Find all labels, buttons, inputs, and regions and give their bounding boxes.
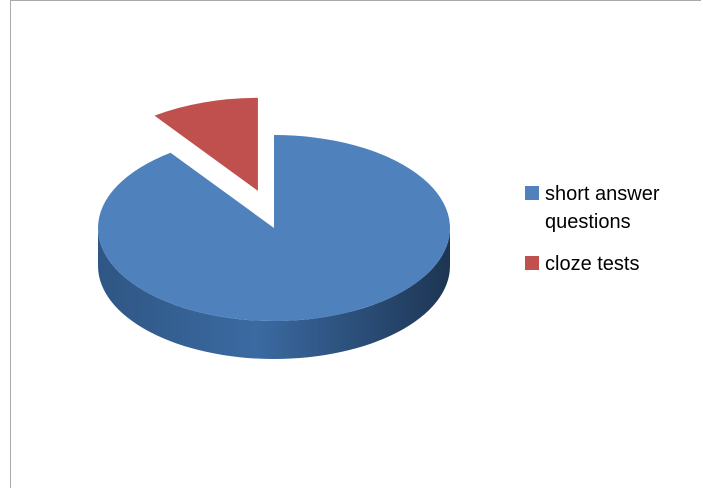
pie-slice-cloze-tests <box>154 97 258 191</box>
legend-label-short-answer: short answer questions <box>545 183 660 233</box>
pie-top-short-answer <box>97 135 451 321</box>
chart-frame <box>10 0 701 488</box>
pie-side-short-answer <box>98 228 450 359</box>
legend: short answer questions cloze tests <box>525 180 695 292</box>
legend-label-cloze-tests: cloze tests <box>545 253 640 275</box>
pie-top-cloze-tests <box>154 97 258 191</box>
legend-item-short-answer: short answer questions <box>525 180 695 236</box>
pie-slice-short-answer <box>97 135 451 359</box>
legend-swatch-cloze-tests <box>525 256 539 270</box>
legend-swatch-short-answer <box>525 186 539 200</box>
legend-item-cloze-tests: cloze tests <box>525 250 695 278</box>
